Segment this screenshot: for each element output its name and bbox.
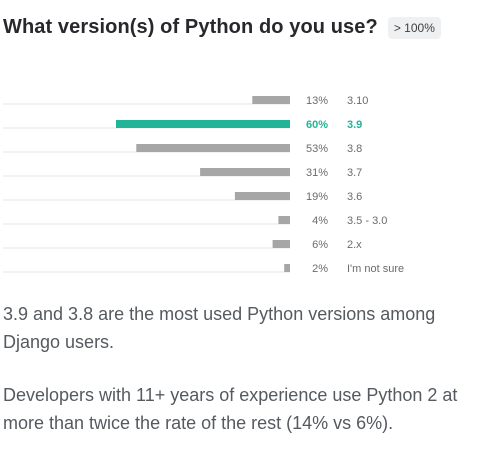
chart-header: What version(s) of Python do you use? > … — [3, 16, 441, 39]
value-label: 60% — [306, 119, 328, 131]
value-label: 53% — [306, 143, 328, 155]
bar-chart: 13% 3.10 60% 3.9 53% 3.8 31% 3.7 19% 3.6 4% 3.5 - 3… — [3, 95, 404, 275]
category-label: 3.5 - 3.0 — [347, 215, 387, 227]
bar-3.5 - 3.0 — [278, 216, 290, 224]
bar-3.8 — [136, 144, 290, 152]
category-label: 3.6 — [347, 191, 362, 203]
category-label: 3.8 — [347, 143, 362, 155]
insight-text-1: 3.9 and 3.8 are the most used Python ver… — [3, 304, 436, 352]
bar-3.10 — [252, 96, 290, 104]
bar-3.7 — [200, 168, 290, 176]
category-label: 3.10 — [347, 95, 368, 107]
bar-3.6 — [234, 192, 290, 200]
value-label: 4% — [312, 215, 328, 227]
bar-3.9 — [116, 120, 290, 128]
category-label: I'm not sure — [347, 263, 404, 275]
value-label: 19% — [306, 191, 328, 203]
insight-text-2: Developers with 11+ years of experience … — [3, 385, 458, 433]
bar-2.x — [272, 240, 290, 248]
category-label: 3.7 — [347, 167, 362, 179]
category-label: 2.x — [347, 239, 362, 251]
percent-badge: > 100% — [387, 16, 441, 39]
chart-title: What version(s) of Python do you use? — [3, 16, 378, 38]
value-label: 13% — [306, 95, 328, 107]
value-label: 31% — [306, 167, 328, 179]
value-label: 2% — [312, 263, 328, 275]
category-label: 3.9 — [347, 119, 362, 131]
value-label: 6% — [312, 239, 328, 251]
bar-I'm not sure — [284, 264, 290, 272]
